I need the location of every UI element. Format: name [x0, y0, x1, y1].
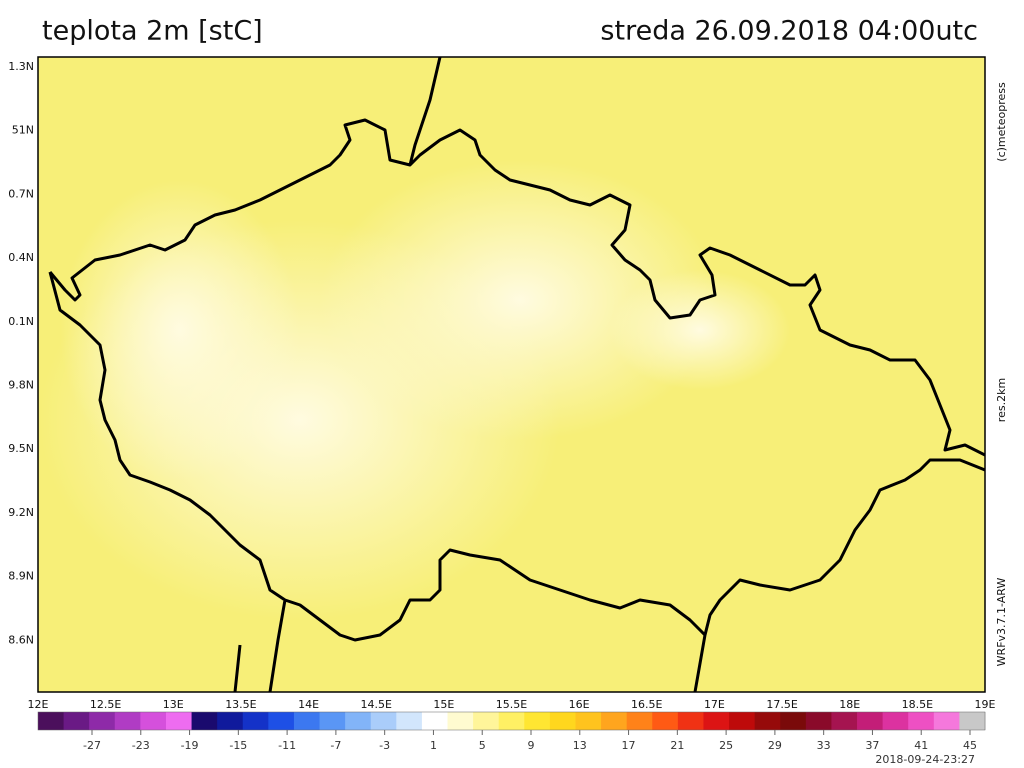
- x-axis-label: 14E: [298, 698, 319, 711]
- colorbar-swatch: [677, 712, 704, 730]
- colorbar-swatch: [652, 712, 679, 730]
- colorbar-label: 17: [622, 739, 636, 752]
- x-axis-label: 13E: [163, 698, 184, 711]
- x-axis-label: 16.5E: [631, 698, 662, 711]
- colorbar-swatch: [703, 712, 730, 730]
- colorbar-swatch: [165, 712, 193, 730]
- country-border: [48, 57, 985, 692]
- colorbar-label: 37: [865, 739, 879, 752]
- y-axis-label: 8.6N: [8, 633, 34, 646]
- colorbar-swatch: [575, 712, 602, 730]
- resolution: res.2km: [995, 378, 1008, 422]
- y-axis-label: 1.3N: [8, 60, 34, 73]
- colorbar-swatch: [729, 712, 756, 730]
- x-axis-label: 12.5E: [90, 698, 121, 711]
- y-axis-label: 9.2N: [8, 506, 34, 519]
- colorbar-swatch: [882, 712, 909, 730]
- colorbar-label: -11: [278, 739, 296, 752]
- colorbar-label: 21: [670, 739, 684, 752]
- colorbar-swatch: [345, 712, 372, 730]
- x-axis-label: 17E: [704, 698, 725, 711]
- colorbar-swatch: [242, 712, 269, 730]
- colorbar-swatch: [293, 712, 321, 730]
- colorbar-label: -27: [83, 739, 101, 752]
- colorbar-label: -7: [330, 739, 341, 752]
- colorbar-label: 9: [528, 739, 535, 752]
- colorbar-label: -3: [379, 739, 390, 752]
- colorbar-swatch: [191, 712, 218, 730]
- pale-area: [60, 180, 300, 480]
- map-title: teplota 2m [stC]: [42, 16, 263, 47]
- colorbar-swatch: [268, 712, 295, 730]
- colorbar: -27 -23 -19 -15 -11 -7 -3 1 5 9 13 17 21 25 29 33 37 41 45: [37, 711, 986, 752]
- y-axis-label: 9.5N: [8, 442, 34, 455]
- colorbar-swatch: [908, 712, 935, 730]
- colorbar-swatch: [114, 712, 141, 730]
- copyright: (c)meteopress: [995, 82, 1008, 162]
- colorbar-swatch: [549, 712, 576, 730]
- colorbar-swatch: [857, 712, 884, 730]
- colorbar-swatch: [421, 712, 449, 730]
- map-frame: [37, 56, 986, 693]
- y-axis-label: 8.9N: [8, 570, 34, 583]
- timestamp: 2018-09-24-23:27: [875, 753, 975, 766]
- colorbar-swatch: [89, 712, 116, 730]
- colorbar-label: 41: [914, 739, 928, 752]
- model-name: WRFv3.7.1-ARW: [995, 578, 1008, 667]
- colorbar-swatch: [217, 712, 244, 730]
- axes: 1.3N 51N 0.7N 0.4N 0.1N 9.8N 9.5N 9.2N 8.9N 8.6N 1…: [8, 60, 995, 711]
- x-axis-label: 18.5E: [902, 698, 933, 711]
- x-axis-label: 19E: [975, 698, 996, 711]
- colorbar-swatch: [959, 712, 986, 730]
- map-date: streda 26.09.2018 04:00utc: [600, 16, 978, 47]
- colorbar-label: 33: [817, 739, 831, 752]
- colorbar-swatch: [319, 712, 346, 730]
- colorbar-swatch: [831, 712, 858, 730]
- colorbar-label: -19: [181, 739, 199, 752]
- x-axis-label: 18E: [839, 698, 860, 711]
- colorbar-swatch: [498, 712, 525, 730]
- colorbar-label: -15: [229, 739, 247, 752]
- x-axis-label: 14.5E: [360, 698, 391, 711]
- colorbar-swatch: [601, 712, 628, 730]
- colorbar-swatch: [805, 712, 832, 730]
- map-field: [38, 57, 985, 692]
- colorbar-frame: [37, 711, 986, 731]
- y-axis-label: 9.8N: [8, 379, 34, 392]
- pale-area: [320, 160, 720, 440]
- y-axis-label: 51N: [12, 124, 34, 137]
- pale-area: [610, 270, 790, 390]
- colorbar-swatch: [447, 712, 474, 730]
- colorbar-label: 29: [768, 739, 782, 752]
- colorbar-swatch: [38, 712, 65, 730]
- colorbar-label: 25: [719, 739, 733, 752]
- colorbar-label: -23: [132, 739, 150, 752]
- colorbar-swatch: [524, 712, 551, 730]
- x-axis-label: 15.5E: [496, 698, 527, 711]
- colorbar-swatch: [63, 712, 90, 730]
- y-axis-label: 0.4N: [8, 251, 34, 264]
- colorbar-label: 45: [963, 739, 977, 752]
- x-axis-label: 15E: [433, 698, 454, 711]
- colorbar-label: 5: [479, 739, 486, 752]
- colorbar-swatch: [626, 712, 653, 730]
- y-axis-label: 0.1N: [8, 315, 34, 328]
- colorbar-swatch: [780, 712, 807, 730]
- colorbar-swatch: [473, 712, 500, 730]
- colorbar-swatch: [370, 712, 397, 730]
- x-axis-label: 13.5E: [225, 698, 256, 711]
- colorbar-swatch: [396, 712, 423, 730]
- x-axis-label: 16E: [569, 698, 590, 711]
- colorbar-label: 1: [430, 739, 437, 752]
- colorbar-label: 13: [573, 739, 587, 752]
- colorbar-swatch: [933, 712, 960, 730]
- colorbar-swatch: [140, 712, 167, 730]
- y-axis-label: 0.7N: [8, 187, 34, 200]
- x-axis-label: 17.5E: [766, 698, 797, 711]
- colorbar-swatch: [754, 712, 781, 730]
- x-axis-label: 12E: [28, 698, 49, 711]
